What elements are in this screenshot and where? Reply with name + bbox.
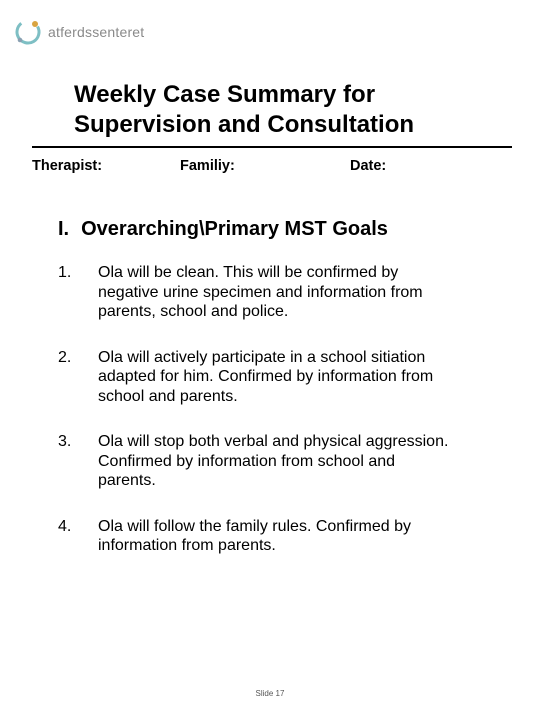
goal-item: 3. Ola will stop both verbal and physica… xyxy=(58,432,452,491)
title-block: Weekly Case Summary for Supervision and … xyxy=(0,46,430,140)
therapist-label: Therapist: xyxy=(32,158,180,174)
goal-text: Ola will stop both verbal and physical a… xyxy=(98,432,452,491)
brand-name: atferdssenteret xyxy=(48,24,144,40)
date-label: Date: xyxy=(350,158,480,174)
goal-number: 2. xyxy=(58,348,80,367)
goal-text: Ola will be clean. This will be confirme… xyxy=(98,263,452,322)
goal-item: 1. Ola will be clean. This will be confi… xyxy=(58,263,452,322)
goal-item: 4. Ola will follow the family rules. Con… xyxy=(58,517,452,556)
slide-footer: Slide 17 xyxy=(0,689,540,698)
goal-number: 3. xyxy=(58,432,80,451)
section-heading-row: I. Overarching\Primary MST Goals xyxy=(0,174,540,241)
goal-text: Ola will actively participate in a schoo… xyxy=(98,348,452,407)
section-roman: I. xyxy=(58,218,69,241)
family-label: Familiy: xyxy=(180,158,350,174)
goal-number: 1. xyxy=(58,263,80,282)
section-heading: Overarching\Primary MST Goals xyxy=(81,218,388,241)
slide-page: atferdssenteret Weekly Case Summary for … xyxy=(0,0,540,720)
goal-number: 4. xyxy=(58,517,80,536)
page-title: Weekly Case Summary for Supervision and … xyxy=(74,80,430,140)
meta-fields-row: Therapist: Familiy: Date: xyxy=(0,148,480,174)
goals-list: 1. Ola will be clean. This will be confi… xyxy=(0,241,452,556)
goal-item: 2. Ola will actively participate in a sc… xyxy=(58,348,452,407)
brand-logo-icon xyxy=(14,18,42,46)
goal-text: Ola will follow the family rules. Confir… xyxy=(98,517,452,556)
brand-row: atferdssenteret xyxy=(0,0,540,46)
